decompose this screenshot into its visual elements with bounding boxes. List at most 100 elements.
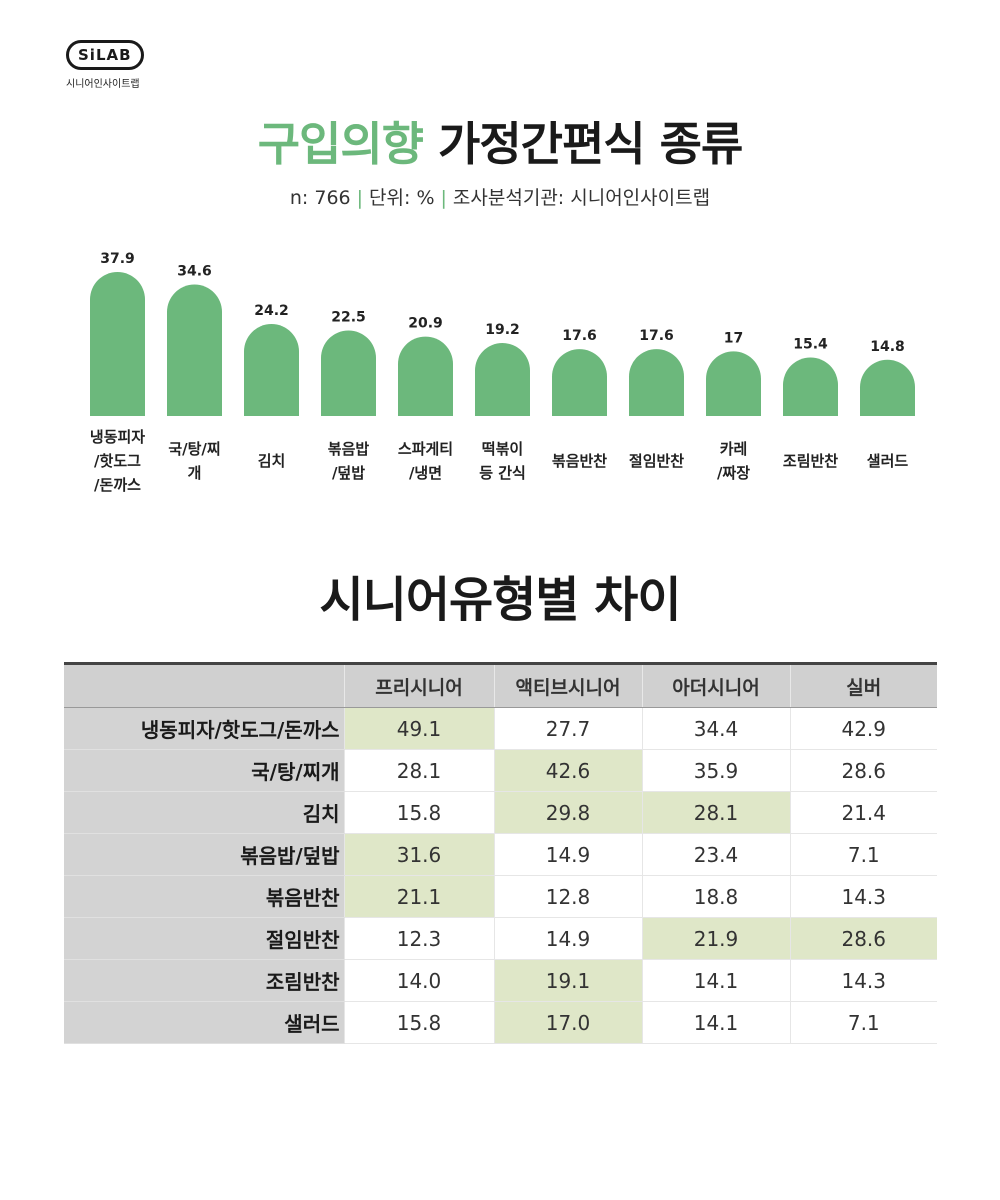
table-cell: 49.1 <box>343 707 494 750</box>
table-cell: 21.9 <box>641 917 790 960</box>
category-label: 냉동피자/핫도그/돈까스 <box>90 428 145 494</box>
purchase-intent-bar-chart: 37.9 냉동피자/핫도그/돈까스 34.6 국/탕/찌 개 24.2 김치 22.5 볶음밥 /… <box>90 251 915 494</box>
bar <box>629 349 684 416</box>
value-label: 14.8 <box>870 339 905 355</box>
value-label: 17 <box>724 330 743 346</box>
senior-type-table: 프리시니어 액티브시니어 아더시니어 실버 냉동피자/핫도그/돈까스 49.1 27.7 3… <box>64 662 937 1044</box>
table-cell: 34.4 <box>641 707 790 750</box>
bar <box>90 271 145 416</box>
source-label: 조사분석기관: 시니어인사이트랩 <box>452 187 711 209</box>
table-cell: 15.8 <box>343 1001 494 1044</box>
row-label: 샐러드 <box>64 1001 344 1044</box>
table-body: 냉동피자/핫도그/돈까스 49.1 27.7 34.4 42.9 국/탕/찌개 28.1 42… <box>64 707 937 1044</box>
table-cell: 12.8 <box>493 875 642 918</box>
table-cell: 7.1 <box>789 833 937 876</box>
table-row: 김치 15.8 29.8 28.1 21.4 <box>64 791 937 834</box>
title-accent: 구입의향 <box>257 117 424 171</box>
table-cell: 19.1 <box>493 959 642 1002</box>
bar <box>475 343 530 416</box>
category-label: 국/탕/찌 개 <box>168 440 220 482</box>
survey-info: n: 766 | 단위: % | 조사분석기관: 시니어인사이트랩 <box>0 183 1000 210</box>
table-row: 조림반찬 14.0 19.1 14.1 14.3 <box>64 959 937 1002</box>
table-cell: 28.6 <box>789 749 937 792</box>
value-label: 19.2 <box>485 322 520 338</box>
table-cell: 42.6 <box>493 749 642 792</box>
column-header: 프리시니어 <box>343 663 494 708</box>
separator-1: | <box>356 187 364 209</box>
table-cell: 21.1 <box>343 875 494 918</box>
table-cell: 14.3 <box>789 959 937 1002</box>
row-label: 국/탕/찌개 <box>64 749 344 792</box>
section-title: 시니어유형별 차이 <box>319 572 682 628</box>
logo-subtitle: 시니어인사이트랩 <box>66 79 140 90</box>
table-cell: 14.9 <box>493 917 642 960</box>
table-cell: 12.3 <box>343 917 494 960</box>
table-cell: 14.3 <box>789 875 937 918</box>
table-cell: 7.1 <box>789 1001 937 1044</box>
column-header: 액티브시니어 <box>493 663 642 708</box>
header-corner <box>64 663 344 708</box>
value-label: 15.4 <box>793 336 828 352</box>
category-label: 조림반찬 <box>783 452 838 470</box>
row-label: 조림반찬 <box>64 959 344 1002</box>
category-label: 볶음밥/덮밥 <box>328 440 370 482</box>
unit-label: 단위: % <box>369 187 435 209</box>
column-header: 실버 <box>789 663 937 708</box>
table-cell: 21.4 <box>789 791 937 834</box>
sample-size: n: 766 <box>289 187 351 209</box>
table-cell: 14.9 <box>493 833 642 876</box>
bar <box>398 336 453 416</box>
table-row: 냉동피자/핫도그/돈까스 49.1 27.7 34.4 42.9 <box>64 707 937 750</box>
column-header: 아더시니어 <box>641 663 790 708</box>
bar <box>783 357 838 416</box>
category-label: 스파게티/냉면 <box>398 440 453 482</box>
table-cell: 23.4 <box>641 833 790 876</box>
table-header-row: 프리시니어 액티브시니어 아더시니어 실버 <box>64 663 937 708</box>
value-label: 17.6 <box>639 328 674 344</box>
table-cell: 28.6 <box>789 917 937 960</box>
bar <box>321 330 376 416</box>
category-label: 카레/짜장 <box>717 440 750 482</box>
category-label: 떡볶이 등 간식 <box>479 440 526 482</box>
category-label: 김치 <box>258 452 286 470</box>
table-row: 절임반찬 12.3 14.9 21.9 28.6 <box>64 917 937 960</box>
table-cell: 14.1 <box>641 959 790 1002</box>
category-label: 샐러드 <box>867 452 909 470</box>
table-cell: 35.9 <box>641 749 790 792</box>
value-label: 22.5 <box>331 310 366 326</box>
table-cell: 15.8 <box>343 791 494 834</box>
value-label: 37.9 <box>100 251 135 267</box>
bar <box>167 284 222 416</box>
table-cell: 29.8 <box>493 791 642 834</box>
title-rest: 가정간편식 종류 <box>423 117 743 171</box>
table-row: 국/탕/찌개 28.1 42.6 35.9 28.6 <box>64 749 937 792</box>
value-label: 17.6 <box>562 328 597 344</box>
category-label: 볶음반찬 <box>552 452 607 470</box>
bar <box>860 359 915 416</box>
row-label: 볶음밥/덮밥 <box>64 833 344 876</box>
table-cell: 17.0 <box>493 1001 642 1044</box>
logo-mark: SiLAB <box>66 40 144 70</box>
table-row: 볶음밥/덮밥 31.6 14.9 23.4 7.1 <box>64 833 937 876</box>
table-row: 볶음반찬 21.1 12.8 18.8 14.3 <box>64 875 937 918</box>
table-cell: 28.1 <box>343 749 494 792</box>
bar <box>552 349 607 416</box>
separator-2: | <box>440 187 447 209</box>
table-cell: 18.8 <box>641 875 790 918</box>
value-label: 20.9 <box>408 316 443 332</box>
value-label: 24.2 <box>254 303 289 319</box>
bar <box>244 324 299 416</box>
page-title: 구입의향 가정간편식 종류 <box>0 108 1000 174</box>
category-label: 절임반찬 <box>629 452 684 470</box>
row-label: 냉동피자/핫도그/돈까스 <box>64 707 344 750</box>
table-cell: 27.7 <box>493 707 642 750</box>
row-label: 김치 <box>64 791 344 834</box>
table-cell: 31.6 <box>343 833 494 876</box>
table-cell: 14.0 <box>343 959 494 1002</box>
silab-logo: SiLAB 시니어인사이트랩 <box>66 40 156 90</box>
table-cell: 14.1 <box>641 1001 790 1044</box>
row-label: 절임반찬 <box>64 917 344 960</box>
row-label: 볶음반찬 <box>64 875 344 918</box>
table-cell: 28.1 <box>641 791 790 834</box>
table-cell: 42.9 <box>789 707 937 750</box>
